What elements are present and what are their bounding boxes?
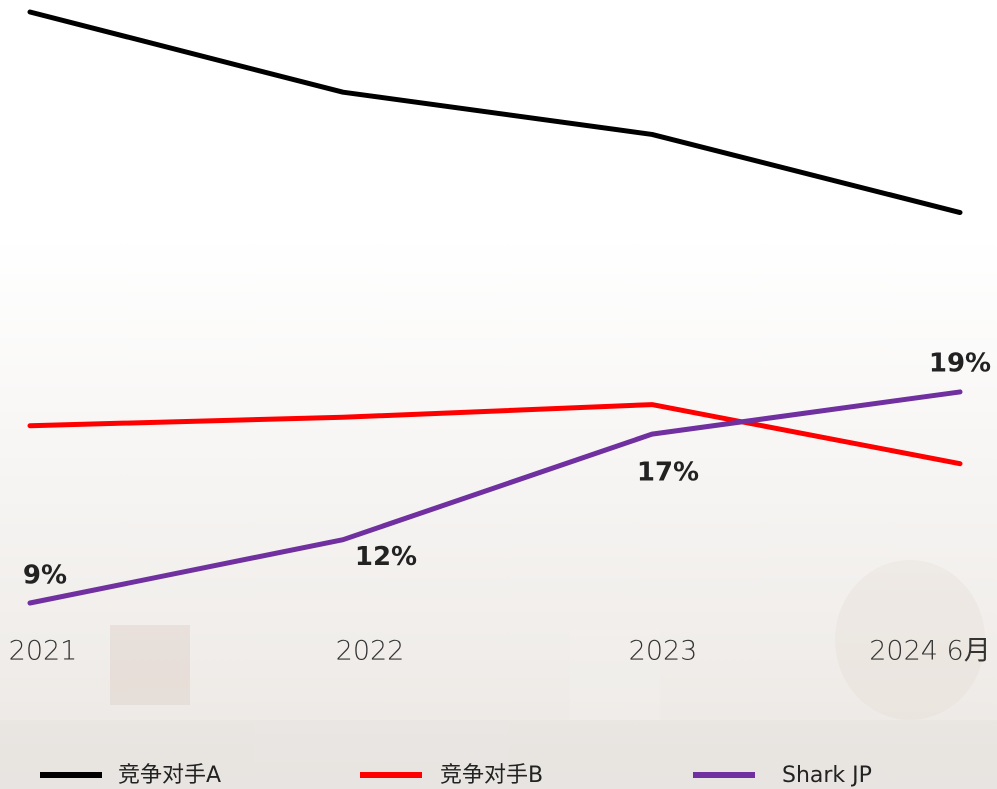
data-label: 19% <box>929 348 991 378</box>
legend-label: 竞争对手A <box>118 763 221 788</box>
x-tick-label: 2023 <box>629 636 698 667</box>
chart: 2021 2022 2023 2024 6月 9% 12% 17% 19% 竞争对手A 竞争对手B… <box>0 0 997 789</box>
x-tick-label: 2021 <box>9 636 78 667</box>
x-tick-label: 2024 6月 <box>869 636 990 667</box>
legend-label: 竞争对手B <box>440 763 543 788</box>
data-label: 17% <box>637 458 699 488</box>
legend-label: Shark JP <box>782 763 872 788</box>
x-tick-label: 2022 <box>336 636 405 667</box>
data-label: 12% <box>355 542 417 572</box>
data-label: 9% <box>23 561 67 591</box>
